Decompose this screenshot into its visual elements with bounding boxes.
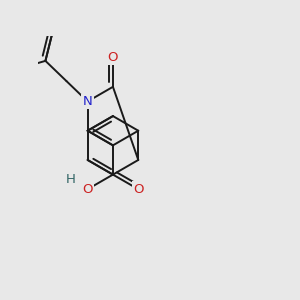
Text: O: O (82, 183, 93, 196)
Text: O: O (133, 183, 143, 196)
Text: H: H (66, 173, 76, 186)
Text: N: N (83, 95, 92, 108)
Text: O: O (108, 51, 118, 64)
